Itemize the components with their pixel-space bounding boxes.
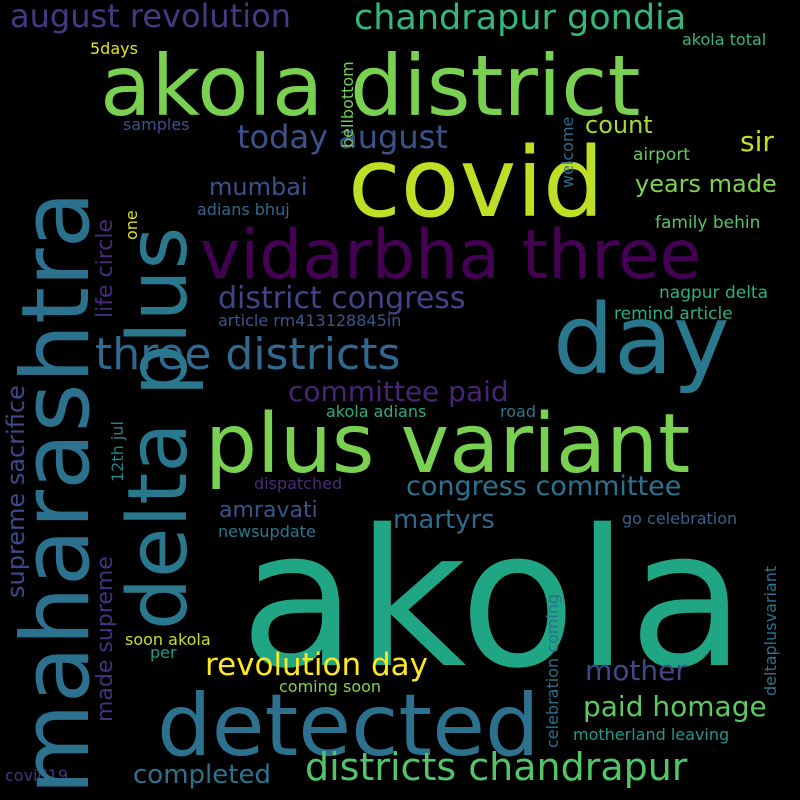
word-soon-akola: soon akola bbox=[125, 630, 211, 649]
word-today-august: today august bbox=[237, 118, 448, 156]
word-welcome: welcome bbox=[558, 116, 577, 188]
word-completed: completed bbox=[133, 760, 271, 790]
word-covid: covid bbox=[348, 127, 604, 239]
word-district-congress: district congress bbox=[218, 281, 466, 316]
word-revolution-day: revolution day bbox=[205, 647, 428, 683]
word-adians-bhuj: adians bhuj bbox=[197, 200, 290, 219]
word-supreme-sacrifice: supreme sacrifice bbox=[2, 385, 30, 598]
word-article-rm413128845in: article rm413128845in bbox=[218, 311, 402, 330]
word-committee-paid: committee paid bbox=[288, 375, 509, 408]
word-sir: sir bbox=[740, 125, 774, 158]
word-amravati: amravati bbox=[219, 498, 318, 523]
word-vidarbha-three: vidarbha three bbox=[200, 216, 702, 295]
word-three-districts: three districts bbox=[95, 329, 401, 380]
word-mother: mother bbox=[585, 654, 687, 687]
word-delta-plus: delta plus bbox=[111, 226, 206, 630]
word-5days: 5days bbox=[90, 39, 138, 58]
word-12th-jul: 12th jul bbox=[108, 421, 127, 482]
word-celebration-coming: celebration coming bbox=[543, 593, 562, 748]
word-chandrapur-gondia: chandrapur gondia bbox=[354, 0, 687, 38]
word-akola: akola bbox=[240, 489, 746, 710]
word-akola-adians: akola adians bbox=[326, 402, 427, 421]
word-bellbottom: bellbottom bbox=[338, 61, 357, 148]
word-plus-variant: plus variant bbox=[205, 397, 691, 492]
word-akola-district: akola district bbox=[100, 37, 641, 135]
word-mumbai: mumbai bbox=[209, 173, 308, 201]
word-august-revolution: august revolution bbox=[10, 0, 291, 35]
word-detected: detected bbox=[157, 676, 540, 776]
word-years-made: years made bbox=[635, 170, 777, 198]
word-akola-total: akola total bbox=[682, 30, 767, 49]
word-samples: samples bbox=[123, 115, 190, 134]
word-districts-chandrapur: districts chandrapur bbox=[305, 745, 688, 789]
word-paid-homage: paid homage bbox=[583, 690, 767, 723]
word-per: per bbox=[150, 643, 177, 662]
word-congress-committee: congress committee bbox=[406, 471, 682, 502]
word-newsupdate: newsupdate bbox=[218, 522, 316, 541]
word-remind-article: remind article bbox=[614, 304, 733, 324]
word-count: count bbox=[585, 111, 653, 139]
word-dispatched: dispatched bbox=[254, 474, 343, 493]
word-deltaplusvariant: deltaplusvariant bbox=[761, 565, 780, 696]
word-road: road bbox=[500, 402, 536, 421]
word-covid19: covid19 bbox=[5, 766, 69, 785]
word-family-behin: family behin bbox=[655, 213, 761, 233]
word-coming-soon: coming soon bbox=[279, 677, 382, 696]
word-martyrs: martyrs bbox=[393, 505, 495, 535]
word-nagpur-delta: nagpur delta bbox=[659, 283, 768, 303]
word-motherland-leaving: motherland leaving bbox=[573, 725, 730, 744]
word-day: day bbox=[553, 284, 730, 396]
word-one: one bbox=[122, 210, 141, 240]
word-life-circle: life circle bbox=[93, 218, 118, 318]
word-made-supreme: made supreme bbox=[93, 556, 118, 722]
word-airport: airport bbox=[633, 145, 690, 165]
word-go-celebration: go celebration bbox=[622, 509, 738, 528]
